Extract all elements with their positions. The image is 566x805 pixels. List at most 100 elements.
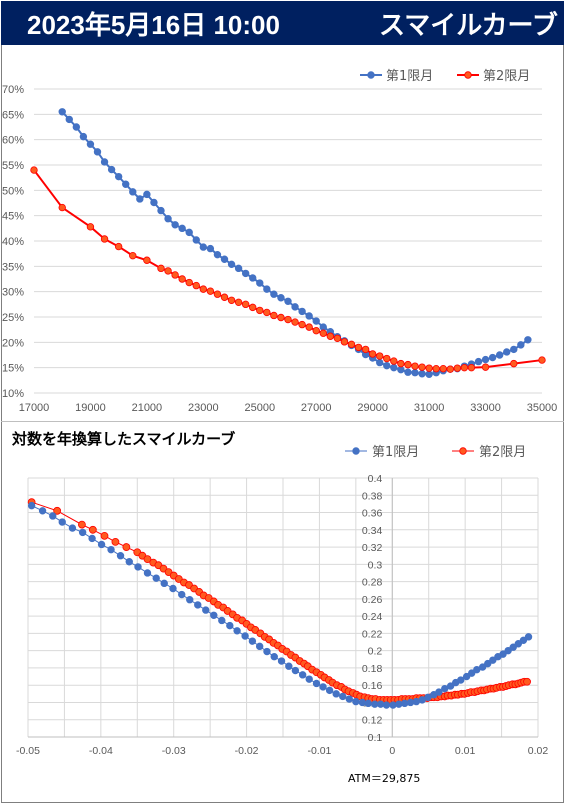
data-point: [199, 285, 208, 293]
y-tick-label: 0.18: [362, 663, 383, 675]
data-point: [510, 359, 518, 368]
x-tick-label: 17000: [19, 402, 50, 414]
data-point: [312, 326, 320, 335]
data-point: [122, 180, 130, 188]
x-tick-label: 27000: [301, 402, 332, 414]
data-point: [241, 632, 249, 640]
data-point: [88, 525, 97, 534]
x-tick-label: -0.04: [89, 745, 113, 757]
data-point: [27, 501, 36, 510]
legend-label: 第1限月: [372, 445, 419, 460]
data-point: [418, 363, 426, 371]
data-point: [319, 323, 327, 331]
data-point: [157, 206, 165, 215]
data-point: [114, 242, 123, 251]
data-point: [285, 662, 293, 670]
data-point: [107, 545, 115, 554]
data-point: [474, 357, 483, 366]
data-point: [186, 596, 194, 604]
data-point: [446, 682, 455, 690]
data-point: [418, 370, 426, 378]
x-tick-label: 23000: [188, 402, 219, 414]
data-point: [78, 528, 87, 537]
data-point: [326, 332, 335, 340]
x-tick-label: 25000: [244, 402, 275, 414]
data-point: [93, 148, 102, 156]
legend-label: 第2限月: [479, 445, 526, 460]
data-point: [53, 506, 62, 515]
data-point: [404, 368, 412, 376]
y-tick-label: 0.2: [368, 646, 383, 658]
data-point: [134, 563, 142, 571]
data-point: [495, 351, 504, 359]
x-tick-label: 21000: [132, 402, 163, 414]
data-point: [325, 686, 334, 695]
data-point: [256, 306, 264, 315]
x-tick-label: -0.05: [16, 745, 40, 757]
y-tick-label: 55%: [2, 160, 24, 172]
legend-marker: [352, 447, 360, 455]
data-point: [305, 312, 313, 320]
data-point: [192, 236, 200, 244]
data-point: [270, 311, 278, 320]
smile-curve-chart: 10% 15% 20% 25% 30% 35% 40% 45% 50% 55% 60% 65% 70% 1…: [2, 69, 557, 414]
y-tick-label: 0.4: [368, 473, 383, 485]
data-point: [58, 203, 66, 212]
data-point: [38, 507, 47, 515]
data-point: [78, 520, 86, 529]
data-point: [199, 243, 208, 251]
data-point: [100, 158, 109, 166]
data-point: [284, 297, 292, 305]
x-tick-label: 33000: [470, 402, 501, 414]
data-point: [169, 584, 177, 593]
data-point: [234, 298, 243, 307]
data-point: [390, 363, 398, 372]
y-tick-label: 0.34: [362, 525, 383, 537]
data-point: [481, 355, 490, 364]
data-point: [404, 360, 412, 369]
y-tick-label: 50%: [2, 185, 24, 197]
y-tick-label: 0.28: [362, 577, 383, 589]
data-point: [291, 303, 299, 311]
data-point: [248, 637, 257, 645]
data-point: [86, 140, 95, 148]
data-point: [305, 675, 313, 683]
data-point: [312, 317, 320, 325]
data-point: [150, 198, 158, 207]
data-point: [425, 370, 433, 378]
data-point: [298, 320, 306, 329]
x-tick-label: -0.03: [162, 745, 186, 757]
data-point: [111, 537, 120, 546]
y-tick-label: 0.38: [362, 490, 383, 502]
data-point: [499, 650, 507, 658]
data-point: [227, 260, 236, 269]
data-point: [143, 555, 152, 564]
data-point: [524, 336, 532, 344]
data-point: [524, 633, 533, 641]
data-point: [457, 676, 465, 684]
data-point: [114, 172, 123, 181]
data-point: [65, 115, 73, 124]
data-point: [312, 679, 321, 688]
y-tick-label: 0.16: [362, 680, 383, 692]
data-point: [125, 558, 133, 566]
data-point: [503, 348, 511, 356]
data-point: [291, 666, 300, 675]
data-point: [376, 358, 384, 367]
legend-marker: [464, 71, 472, 79]
chart-divider: [1, 421, 564, 422]
y-tick-label: 0.36: [362, 508, 383, 520]
y-tick-label: 65%: [2, 109, 24, 121]
header-date: 2023年5月16日 10:00: [27, 10, 280, 40]
data-point: [397, 365, 405, 374]
data-point: [478, 663, 487, 671]
data-point: [233, 627, 241, 635]
data-point: [30, 166, 38, 174]
data-point: [255, 642, 264, 651]
data-point: [160, 579, 168, 588]
x-tick-label: -0.02: [235, 745, 259, 757]
data-point: [234, 264, 243, 273]
data-point: [462, 672, 471, 681]
data-point: [277, 657, 286, 665]
data-point: [194, 601, 202, 609]
